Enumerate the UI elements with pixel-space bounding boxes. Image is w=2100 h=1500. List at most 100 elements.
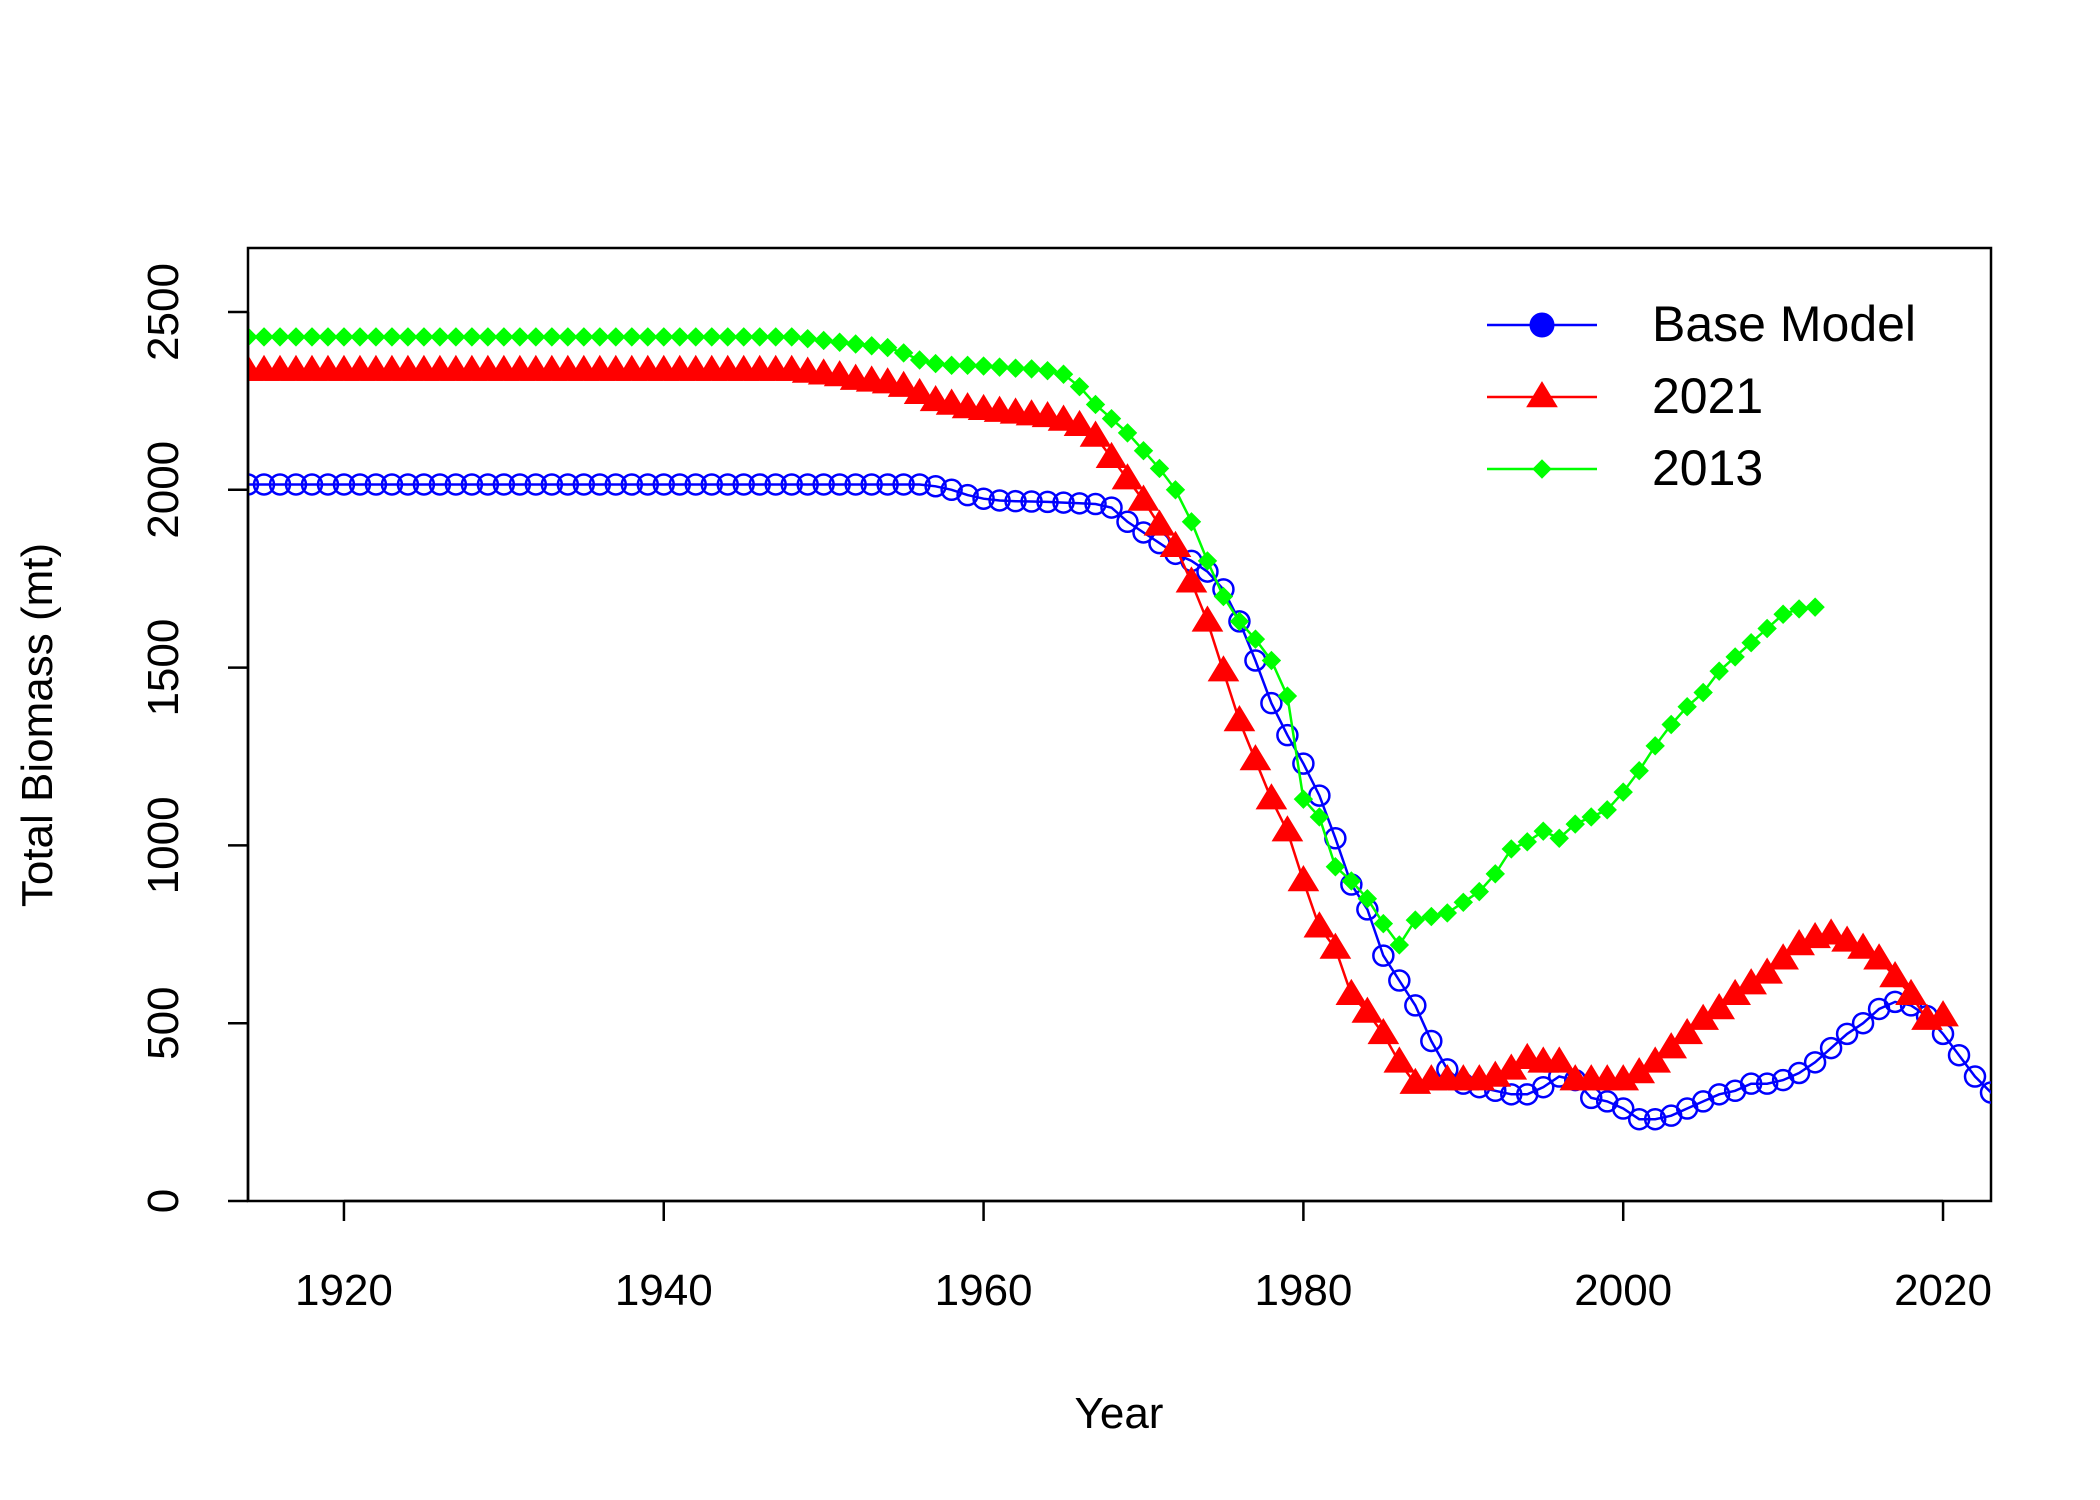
data-point-2013: [1421, 906, 1442, 927]
legend-marker-2013: [1532, 459, 1552, 479]
data-point-base-model: [732, 473, 755, 496]
data-point-2013: [254, 327, 274, 347]
data-point-base-model: [972, 487, 995, 510]
legend-marker-2021: [1526, 381, 1558, 408]
data-point-base-model: [1020, 490, 1043, 513]
data-point-2021: [1671, 1017, 1704, 1045]
y-tick-label: 2500: [139, 263, 188, 361]
data-point-2013: [1357, 889, 1378, 909]
y-tick-label: 1000: [139, 796, 188, 894]
y-tick-label: 1500: [139, 619, 188, 717]
data-point-2013: [1005, 358, 1026, 378]
data-point-2013: [1309, 807, 1330, 827]
data-point-2013: [813, 330, 834, 351]
data-point-2013: [654, 327, 674, 347]
data-point-2013: [909, 350, 930, 370]
data-point-base-model: [1611, 1097, 1635, 1120]
x-axis-label: Year: [1075, 1389, 1164, 1438]
data-point-base-model: [1260, 691, 1283, 715]
data-point-2013: [446, 327, 466, 347]
data-point-2013: [270, 327, 290, 347]
data-point-base-model: [316, 473, 340, 496]
data-point-base-model: [1739, 1072, 1763, 1095]
data-point-2013: [686, 327, 706, 347]
data-point-2013: [781, 327, 802, 347]
data-point-2013: [749, 327, 770, 347]
data-point-base-model: [1947, 1043, 1971, 1067]
data-point-base-model: [988, 489, 1011, 512]
data-point-2013: [670, 327, 690, 347]
data-point-base-model: [1228, 610, 1251, 633]
data-point-base-model: [1420, 1029, 1443, 1053]
data-point-2013: [1469, 881, 1490, 902]
data-point-base-model: [1404, 994, 1427, 1017]
x-tick-label: 1960: [935, 1266, 1033, 1315]
legend: Base Model 2021 2013: [1487, 296, 1916, 496]
data-point-base-model: [540, 473, 564, 496]
data-point-base-model: [412, 473, 436, 496]
data-point-2013: [248, 327, 258, 347]
data-point-base-model: [1116, 510, 1139, 534]
data-point-2013: [1181, 512, 1202, 532]
data-point-base-model: [284, 473, 308, 496]
data-point-2013: [1677, 697, 1697, 717]
data-point-2013: [558, 327, 578, 347]
data-point-2013: [702, 327, 722, 347]
series-2013: [248, 327, 1825, 955]
data-point-2013: [414, 327, 434, 347]
data-point-base-model: [668, 473, 692, 496]
data-point-2021: [1319, 932, 1352, 959]
data-point-base-model: [428, 473, 452, 496]
data-point-base-model: [1372, 944, 1395, 967]
data-point-base-model: [588, 473, 612, 496]
data-point-2013: [1021, 359, 1042, 379]
data-point-2021: [1175, 566, 1208, 593]
x-tick-label: 1940: [615, 1266, 713, 1315]
data-point-2021: [1383, 1046, 1416, 1073]
data-point-base-model: [1292, 752, 1315, 775]
data-point-2021: [1367, 1017, 1400, 1045]
data-point-base-model: [1052, 491, 1075, 514]
data-point-2021: [1751, 957, 1783, 984]
data-point-2021: [1927, 1000, 1959, 1027]
data-point-2013: [494, 327, 514, 347]
data-point-2021: [1879, 961, 1911, 988]
data-point-base-model: [1100, 496, 1123, 519]
data-point-base-model: [1755, 1072, 1779, 1095]
data-point-2013: [829, 332, 850, 352]
data-point-base-model: [1627, 1107, 1651, 1131]
data-point-2013: [1453, 892, 1474, 913]
data-point-2013: [350, 327, 370, 347]
data-point-base-model: [748, 473, 771, 496]
data-point-2021: [1303, 911, 1336, 938]
data-point-2013: [925, 353, 946, 374]
data-point-2013: [1325, 857, 1346, 877]
data-point-2013: [638, 327, 658, 347]
x-tick-label: 1980: [1254, 1266, 1352, 1315]
data-point-base-model: [348, 473, 372, 496]
data-point-base-model: [1276, 723, 1299, 747]
data-point-2013: [430, 327, 450, 347]
data-point-2021: [1287, 865, 1320, 892]
data-point-2013: [1277, 686, 1298, 706]
y-tick-label: 500: [139, 986, 188, 1059]
data-point-2013: [1613, 782, 1633, 802]
data-point-2021: [1143, 509, 1176, 536]
data-point-2021: [1095, 441, 1128, 469]
data-point-2013: [1069, 376, 1090, 397]
data-point-base-model: [908, 473, 931, 496]
data-point-2013: [382, 327, 402, 347]
data-point-2013: [1133, 440, 1154, 461]
data-point-2013: [1293, 789, 1314, 809]
data-point-2013: [1661, 714, 1681, 735]
legend-label-base-model: Base Model: [1652, 296, 1916, 352]
data-point-2013: [366, 327, 386, 347]
data-point-2021: [1207, 655, 1240, 682]
data-point-2013: [1597, 800, 1617, 820]
data-point-2013: [318, 327, 338, 347]
data-point-base-model: [844, 473, 867, 496]
data-point-base-model: [396, 473, 420, 496]
data-point-2021: [1815, 918, 1847, 945]
